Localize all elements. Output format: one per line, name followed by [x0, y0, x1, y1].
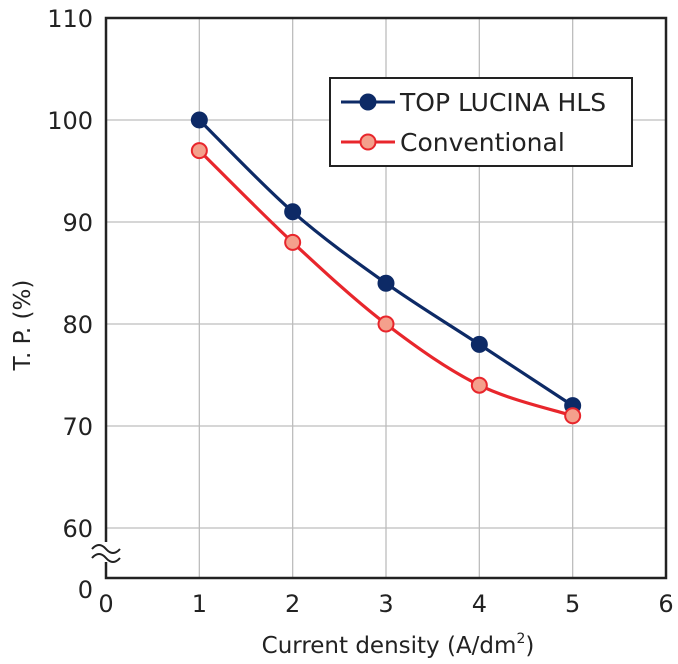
x-tick-label-5: 5: [565, 590, 580, 618]
y-axis-break: [91, 542, 121, 563]
legend-box: [329, 77, 633, 167]
y-tick-label-2: 80: [62, 311, 93, 339]
series-1: [190, 142, 582, 425]
y-axis-label: T. P. (%): [10, 280, 36, 372]
series-1-point-4: [564, 407, 582, 425]
tick-labels: 0 1 2 3 4 5 6 60 70 80 90 100 110 0: [47, 5, 673, 618]
legend-marker-1: [359, 133, 377, 151]
series-layer: [190, 111, 582, 425]
axis-break-wave-top: [91, 544, 121, 554]
y-tick-label-5: 110: [47, 5, 93, 33]
series-1-point-2: [377, 315, 395, 333]
x-tick-label-0: 0: [98, 590, 113, 618]
series-0-point-3: [470, 335, 488, 353]
legend-label-0: TOP LUCINA HLS: [399, 88, 606, 117]
series-0-point-0: [190, 111, 208, 129]
plot-frame: [104, 16, 668, 580]
legend-label-1: Conventional: [400, 128, 565, 157]
y-tick-label-0: 60: [62, 515, 93, 543]
axis-break-gap: [92, 542, 120, 562]
x-tick-label-2: 2: [285, 590, 300, 618]
legend-marker-0: [359, 93, 377, 111]
x-axis-label: Current density (A/dm2): [262, 631, 535, 659]
x-tick-label-6: 6: [658, 590, 673, 618]
y-tick-label-3: 90: [62, 209, 93, 237]
series-0-point-2: [377, 274, 395, 292]
series-1-point-3: [470, 376, 488, 394]
x-tick-label-4: 4: [472, 590, 487, 618]
y-tick-label-zero: 0: [78, 576, 93, 604]
x-tick-label-1: 1: [192, 590, 207, 618]
y-tick-label-1: 70: [62, 413, 93, 441]
axis-break-wave-bottom: [91, 553, 121, 563]
series-1-point-0: [190, 142, 208, 160]
series-0-point-1: [284, 203, 302, 221]
legend: TOP LUCINA HLS Conventional: [329, 77, 633, 167]
series-1-point-1: [284, 233, 302, 251]
y-tick-label-4: 100: [47, 107, 93, 135]
x-tick-label-3: 3: [378, 590, 393, 618]
